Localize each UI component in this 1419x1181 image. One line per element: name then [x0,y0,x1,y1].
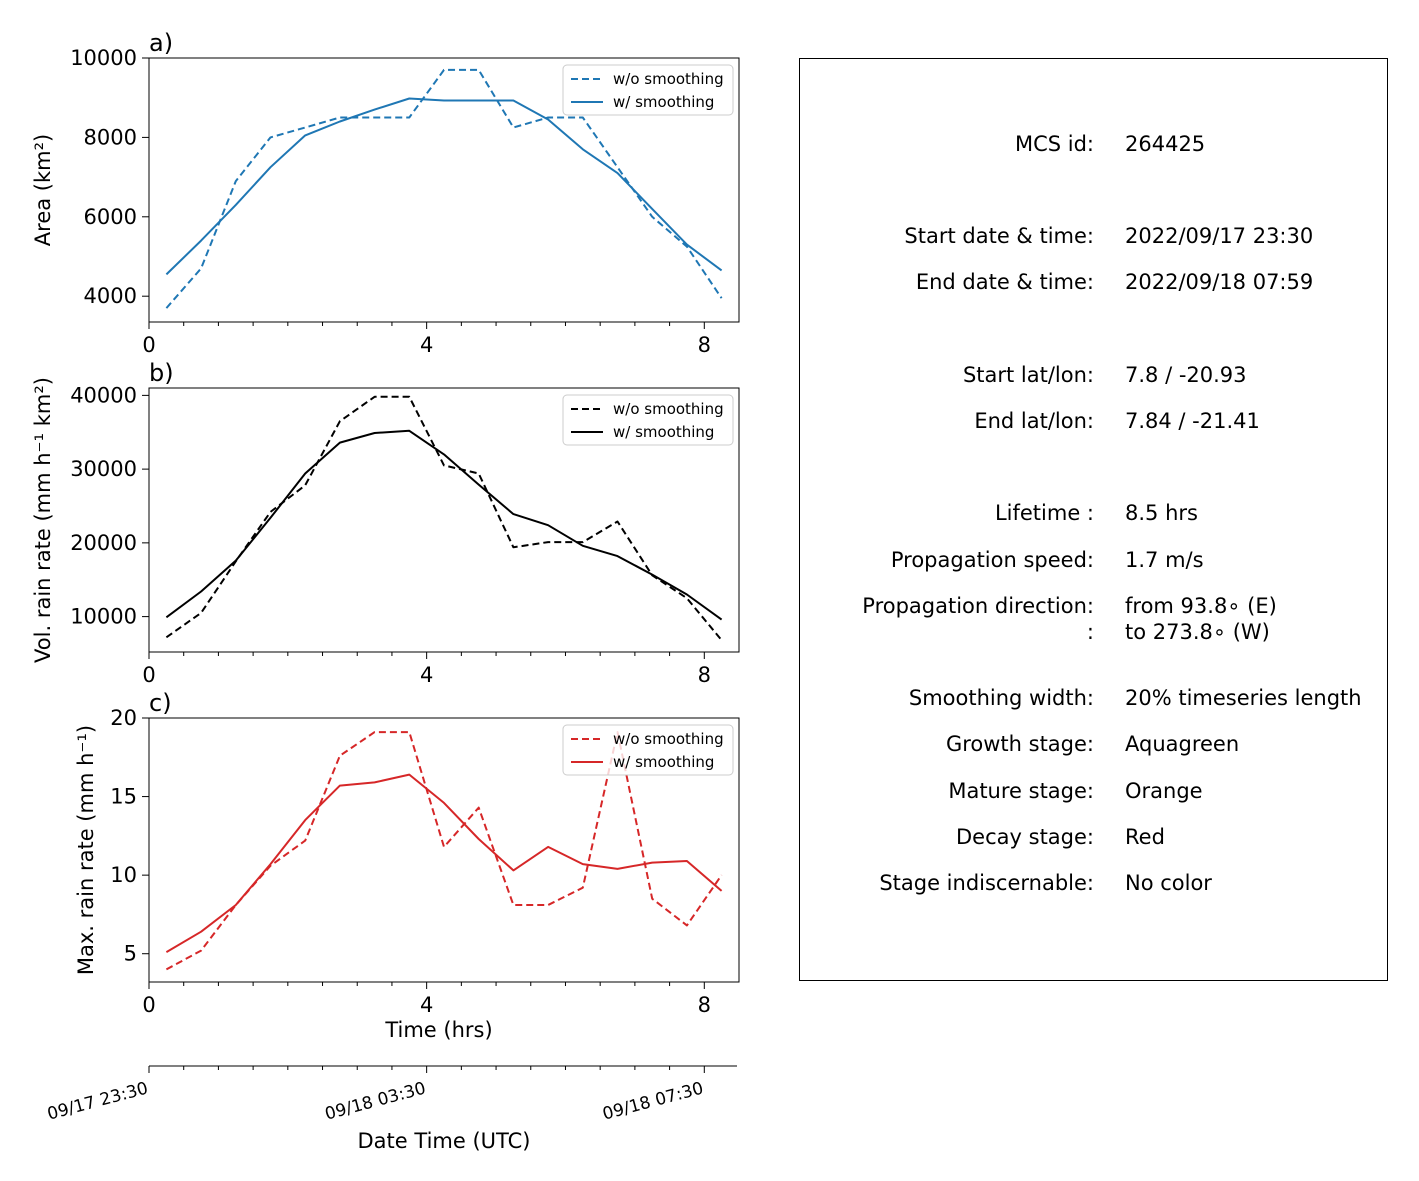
legend-label: w/o smoothing [613,400,724,418]
info-value: 2022/09/17 23:30 [1125,224,1314,248]
info-value: 7.8 / -20.93 [1125,363,1247,387]
info-value: 8.5 hrs [1125,501,1198,525]
info-value: 7.84 / -21.41 [1125,409,1260,433]
info-label: MCS id: [1014,132,1094,156]
info-value: Orange [1125,779,1203,803]
info-row: Lifetime : 8.5 hrs [800,501,1389,525]
x-tick-label: 0 [142,333,155,357]
info-label: Lifetime : [994,501,1094,525]
info-row: Stage indiscernable: No color [800,871,1389,895]
info-label: Mature stage: [948,779,1094,803]
y-tick-label: 10000 [70,605,137,629]
panel-label: b) [149,359,174,387]
info-label: Smoothing width: [908,686,1094,710]
info-label: End date & time: [915,270,1094,294]
x-axis-label: Time (hrs) [384,1018,492,1042]
panel-2: b) 0 4 8 10000 20000 30000 40000 Vol. rain rate … [31,359,740,687]
datetime-tick-label: 09/17 23:30 [45,1079,150,1125]
series-line-raw [165,68,723,309]
y-tick-label: 20000 [70,531,137,555]
axes-frame [148,717,740,983]
series-line-smoothed [165,429,723,621]
legend-box [562,394,734,446]
info-row: : to 273.8∘ (W) [800,620,1389,644]
legend-box [562,64,734,116]
info-row: Mature stage: Orange [800,779,1389,803]
info-label: : [1086,620,1094,644]
panel-label: c) [149,689,172,717]
info-value: Aquagreen [1125,732,1240,756]
x-tick-label: 4 [420,663,433,687]
info-label: Stage indiscernable: [879,871,1094,895]
info-row: Start lat/lon: 7.8 / -20.93 [800,363,1389,387]
axes-frame [148,387,740,653]
legend-label: w/ smoothing [613,753,714,771]
info-row: Smoothing width: 20% timeseries length [800,686,1389,710]
info-value: to 273.8∘ (W) [1125,620,1270,644]
y-axis-label: Max. rain rate (mm h⁻¹) [74,725,98,975]
info-label: Propagation speed: [890,548,1094,572]
datetime-axis-label: Date Time (UTC) [358,1129,531,1153]
info-value: 264425 [1125,132,1206,156]
info-value: No color [1125,871,1212,895]
series-line-raw [165,731,723,971]
info-label: Start date & time: [904,224,1094,248]
datetime-tick-label: 09/18 07:30 [601,1079,706,1125]
legend-label: w/ smoothing [613,423,714,441]
legend-box [562,724,734,776]
panel-1: a) 0 4 8 4000 6000 8000 10000 Area (km²) w/o smoo… [31,29,740,357]
y-tick-label: 6000 [84,205,137,229]
info-row: Growth stage: Aquagreen [800,732,1389,756]
legend-label: w/o smoothing [613,730,724,748]
x-tick-label: 8 [698,333,711,357]
series-line-smoothed [165,97,723,276]
legend-label: w/ smoothing [613,93,714,111]
info-row: Start date & time: 2022/09/17 23:30 [800,224,1389,248]
info-label: Growth stage: [945,732,1094,756]
info-value: Red [1125,825,1165,849]
y-tick-label: 10000 [70,46,137,70]
y-tick-label: 8000 [84,125,137,149]
info-label: Start lat/lon: [962,363,1094,387]
x-tick-label: 0 [142,663,155,687]
x-tick-label: 4 [420,333,433,357]
y-tick-label: 40000 [70,383,137,407]
charts-figure: a) 0 4 8 4000 6000 8000 10000 Area (km²) w/o smoo… [31,29,740,1153]
x-tick-label: 8 [698,993,711,1017]
y-tick-label: 30000 [70,457,137,481]
x-tick-label: 4 [420,993,433,1017]
x-tick-label: 8 [698,663,711,687]
y-tick-label: 15 [110,785,137,809]
y-tick-label: 10 [110,863,137,887]
y-axis-label: Vol. rain rate (mm h⁻¹ km²) [31,377,55,663]
legend-label: w/o smoothing [613,70,724,88]
info-label: Propagation direction: [862,594,1094,618]
datetime-axis: 09/17 23:30 09/18 03:30 09/18 07:30 Date Ti… [45,1065,737,1153]
info-row: End lat/lon: 7.84 / -21.41 [800,409,1389,433]
panel-3: c) 0 4 8 5 10 15 20 Max. rain rate (mm h⁻¹) Time … [74,689,740,1042]
info-value: from 93.8∘ (E) [1125,594,1277,618]
info-label: End lat/lon: [974,409,1094,433]
info-label: Decay stage: [956,825,1094,849]
info-row: Propagation speed: 1.7 m/s [800,548,1389,572]
info-row: End date & time: 2022/09/18 07:59 [800,270,1389,294]
series-line-raw [165,395,723,641]
panel-label: a) [149,29,173,57]
x-tick-label: 0 [142,993,155,1017]
y-tick-label: 4000 [84,284,137,308]
info-value: 2022/09/18 07:59 [1125,270,1314,294]
series-line-smoothed [165,773,723,953]
info-row: Decay stage: Red [800,825,1389,849]
info-row: Propagation direction: from 93.8∘ (E) [800,594,1389,618]
info-value: 20% timeseries length [1125,686,1362,710]
y-tick-label: 20 [110,706,137,730]
info-value: 1.7 m/s [1125,548,1204,572]
datetime-tick-label: 09/18 03:30 [323,1079,428,1125]
mcs-info-panel: MCS id: 264425 Start date & time: 2022/09/1… [799,58,1388,981]
axes-frame [148,57,740,323]
y-axis-label: Area (km²) [31,134,55,246]
info-row: MCS id: 264425 [800,132,1389,156]
y-tick-label: 5 [124,942,137,966]
